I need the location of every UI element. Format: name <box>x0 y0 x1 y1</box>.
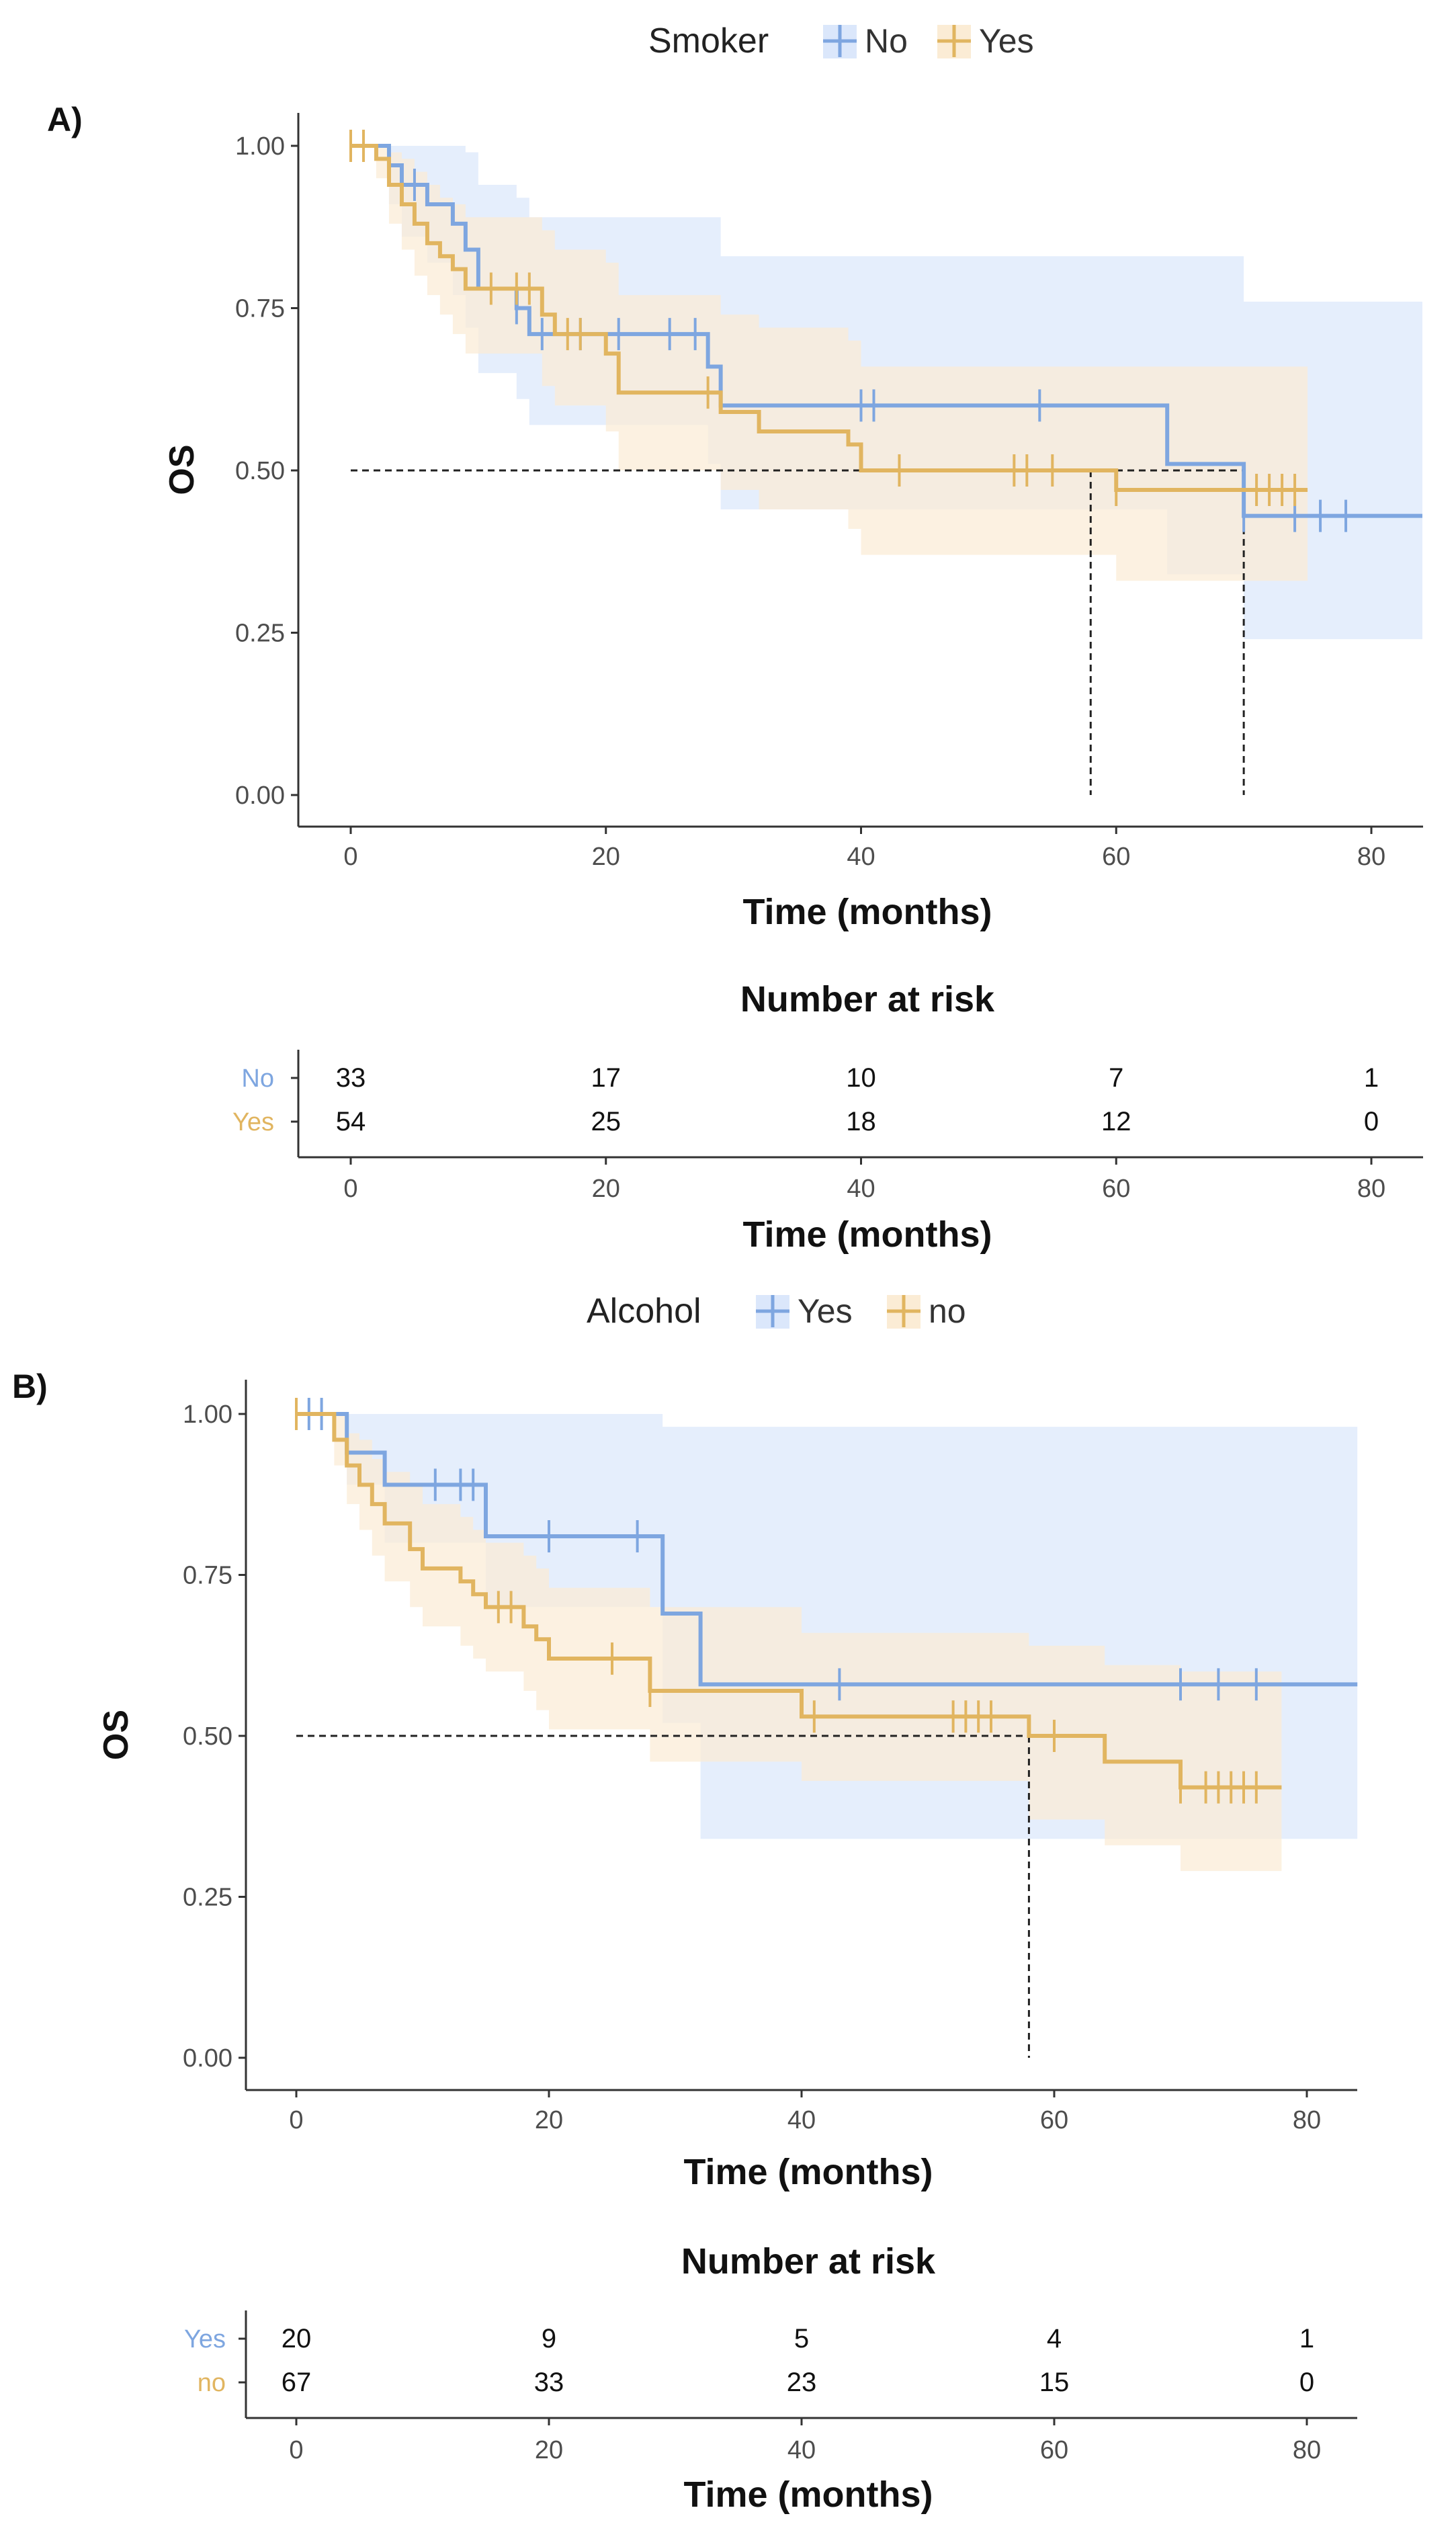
y-axis-label: OS <box>97 1710 136 1760</box>
risk-count: 33 <box>534 2368 564 2397</box>
risk-count: 20 <box>282 2324 312 2353</box>
risk-count: 9 <box>542 2324 556 2353</box>
ci-band-no <box>296 1414 1282 1872</box>
risk-count: 15 <box>1039 2368 1070 2397</box>
y-tick-label: 0.50 <box>235 457 285 485</box>
panel-a: A) Smoker No Yes 0.00 0.25 0.50 0.75 1.00 0 20 40 60… <box>47 22 1423 1255</box>
legend-entry-no: no <box>929 1292 966 1330</box>
risk-row-label-yes: Yes <box>184 2325 226 2353</box>
x-tick-label: 20 <box>535 2106 563 2134</box>
risk-x-tick-label: 20 <box>535 2436 563 2464</box>
risk-count: 18 <box>846 1107 876 1136</box>
risk-x-tick-label: 40 <box>787 2436 816 2464</box>
risk-count: 17 <box>591 1063 622 1093</box>
risk-count: 5 <box>794 2324 809 2353</box>
panel-label: B) <box>12 1368 48 1405</box>
risk-x-tick-label: 60 <box>1040 2436 1068 2464</box>
risk-x-tick-label: 20 <box>592 1175 620 1203</box>
x-tick-label: 20 <box>592 843 620 871</box>
y-tick-label: 0.75 <box>235 295 285 323</box>
legend-entry-yes: Yes <box>798 1292 853 1330</box>
risk-x-axis-label: Time (months) <box>683 2474 933 2515</box>
risk-x-axis-label: Time (months) <box>742 1214 992 1255</box>
risk-x-tick-label: 80 <box>1293 2436 1321 2464</box>
y-tick-label: 1.00 <box>235 132 285 161</box>
risk-count: 1 <box>1364 1063 1379 1093</box>
y-axis-label: OS <box>163 444 202 495</box>
y-tick-label: 1.00 <box>183 1401 232 1429</box>
x-tick-label: 40 <box>787 2106 816 2134</box>
y-tick-label: 0.25 <box>183 1884 232 1912</box>
km-curve-yes <box>351 144 1308 492</box>
risk-count: 12 <box>1101 1107 1131 1136</box>
legend: Smoker No Yes <box>648 22 1034 60</box>
risk-table-title: Number at risk <box>681 2241 936 2282</box>
risk-table-title: Number at risk <box>740 979 995 1019</box>
risk-count: 54 <box>336 1107 366 1136</box>
risk-count: 10 <box>846 1063 876 1093</box>
y-tick-label: 0.00 <box>235 782 285 810</box>
x-tick-label: 0 <box>289 2106 303 2134</box>
risk-x-tick-label: 80 <box>1357 1175 1385 1203</box>
legend-title: Smoker <box>648 22 769 60</box>
x-axis-label: Time (months) <box>742 892 992 932</box>
y-tick-label: 0.00 <box>183 2044 232 2073</box>
risk-x-tick-label: 60 <box>1102 1175 1130 1203</box>
risk-count: 0 <box>1299 2368 1314 2397</box>
risk-row-label-no: no <box>198 2369 226 2397</box>
x-tick-label: 60 <box>1102 843 1130 871</box>
y-tick-label: 0.25 <box>235 620 285 648</box>
risk-x-tick-label: 0 <box>289 2436 303 2464</box>
x-axis-label: Time (months) <box>683 2152 933 2192</box>
x-tick-label: 40 <box>847 843 875 871</box>
x-tick-label: 80 <box>1357 843 1385 871</box>
risk-table: Number at risk Yes 20 9 5 4 1 no 67 33 23 15 0 0 20 40 6… <box>184 2241 1357 2515</box>
risk-count: 1 <box>1299 2324 1314 2353</box>
risk-row-label-no: No <box>241 1065 274 1093</box>
risk-row-label-yes: Yes <box>232 1108 274 1136</box>
legend: Alcohol Yes no <box>587 1292 966 1331</box>
x-tick-label: 60 <box>1040 2106 1068 2134</box>
risk-x-tick-label: 0 <box>343 1175 357 1203</box>
legend-entry-no: No <box>865 22 908 60</box>
legend-entry-yes: Yes <box>979 22 1034 60</box>
panel-b: B)Alcohol Yes no0.000.250.500.751.000 20 40 6… <box>12 1292 1358 2515</box>
risk-count: 33 <box>336 1063 366 1093</box>
risk-table: Number at risk No 33 17 10 7 1 Yes 54 25 18 12 0 0 20 4… <box>232 979 1423 1255</box>
y-tick-label: 0.75 <box>183 1562 232 1590</box>
risk-count: 0 <box>1364 1107 1379 1136</box>
y-tick-label: 0.50 <box>183 1722 232 1751</box>
risk-count: 25 <box>591 1107 622 1136</box>
risk-count: 4 <box>1047 2324 1062 2353</box>
x-tick-label: 0 <box>343 843 357 871</box>
panel-label: A) <box>47 101 83 138</box>
risk-count: 23 <box>787 2368 817 2397</box>
risk-x-tick-label: 40 <box>847 1175 875 1203</box>
legend-title: Alcohol <box>587 1292 701 1331</box>
risk-count: 7 <box>1109 1063 1123 1093</box>
risk-count: 67 <box>282 2368 312 2397</box>
x-tick-label: 80 <box>1293 2106 1321 2134</box>
